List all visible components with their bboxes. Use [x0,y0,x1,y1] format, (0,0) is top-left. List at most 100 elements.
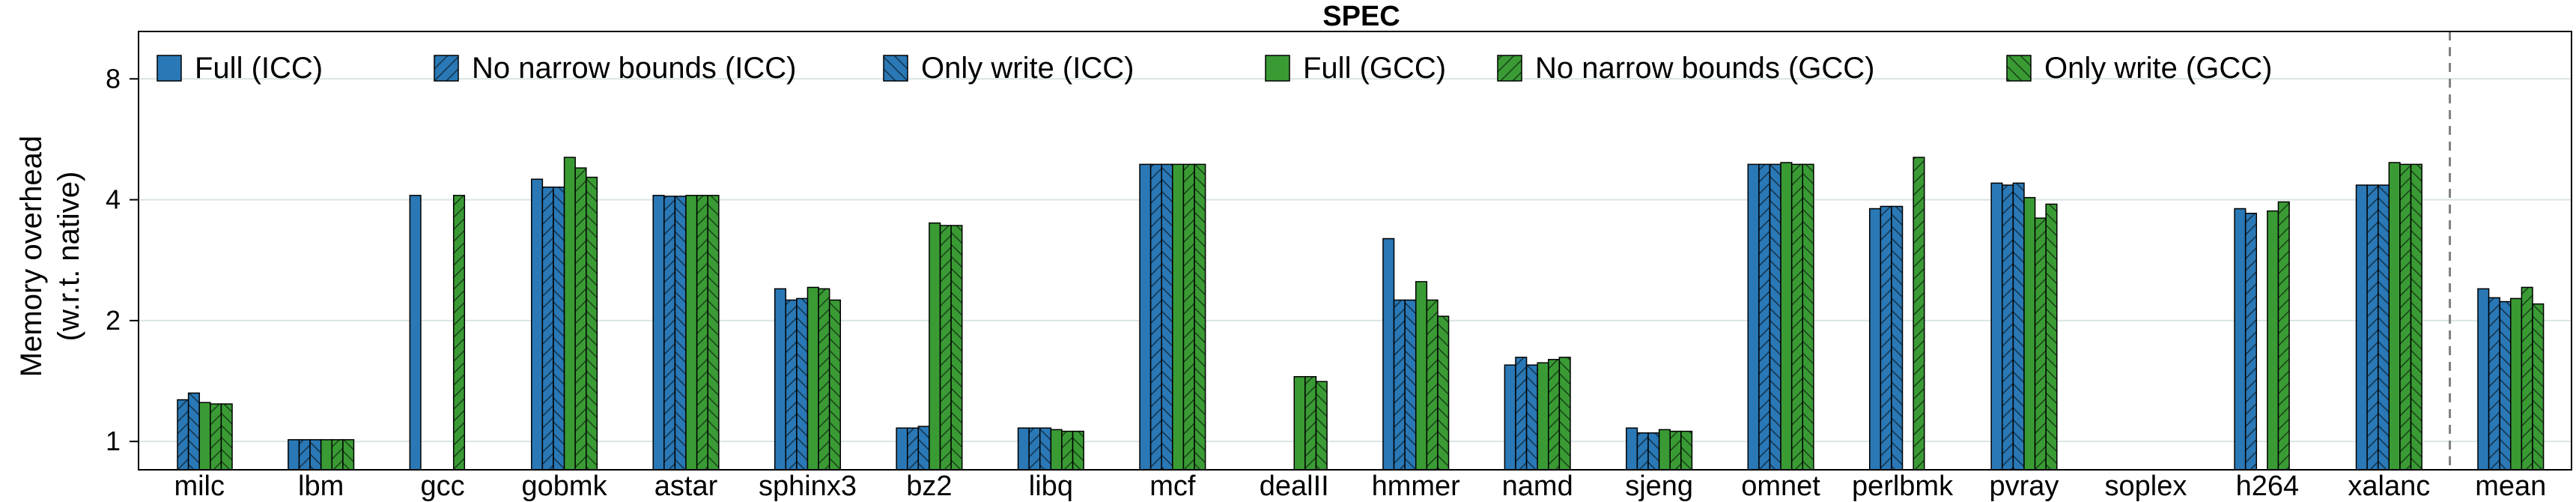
legend-label: Only write (ICC) [921,52,1134,85]
grid-lines [139,78,2572,443]
y-axis-label: Memory overhead (w.r.t. native) [15,136,85,377]
x-axis-labels: milc lbm gcc gobmk astar sphinx3 bz2 libq mcf dea… [174,471,2546,502]
legend: Full (ICC) No narrow bounds (ICC) Only wri… [157,52,2272,85]
x-tick-label: astar [654,471,718,502]
bar-hatch [188,393,200,470]
bar-hatch [1194,164,1206,470]
legend-swatch [1265,55,1290,82]
bar-hatch [177,399,189,470]
legend-swatch [157,55,182,82]
bar-hatch [299,439,311,470]
x-tick-label: perlbmk [1852,471,1954,502]
bar-hatch [951,226,962,470]
bar [1868,208,1882,471]
bars [177,157,2545,471]
bar-hatch [2278,202,2290,470]
bar-hatch [663,196,675,470]
bar-hatch [675,196,687,470]
bar-hatch [1648,432,1659,470]
legend-item: Only write (ICC) [883,52,1134,85]
bar-hatch [1559,357,1570,470]
bar [2355,184,2368,471]
bar-hatch [2046,204,2057,470]
legend-swatch-hatch [884,55,908,81]
x-tick-label: soplex [2105,471,2187,502]
bar [2477,288,2490,471]
bar-hatch [2532,303,2544,470]
bar-hatch [786,300,797,470]
bar [1017,427,1030,471]
x-tick-label: milc [174,471,225,502]
bar [288,439,300,471]
bar [929,222,941,471]
bar-hatch [2035,218,2047,470]
x-tick-label: dealII [1260,471,1329,502]
legend-item: No narrow bounds (GCC) [1497,52,1875,85]
bar-hatch [829,300,841,470]
x-tick-label: h264 [2236,471,2300,502]
bar-hatch [1758,164,1770,470]
bar [1050,429,1063,471]
bar-hatch [1183,164,1195,470]
bar-hatch [2500,301,2511,470]
x-tick-label: gcc [421,471,465,502]
bar-hatch [2399,164,2411,470]
x-tick-label: xalanc [2348,471,2430,502]
bar-hatch [2411,164,2422,470]
x-tick-label: hmmer [1372,471,1461,502]
bar-hatch [907,428,919,470]
bar-hatch [332,439,343,470]
bar [1382,238,1395,471]
bar-hatch [1029,428,1040,470]
bar-hatch [1891,206,1903,470]
x-tick-label: namd [1502,471,1573,502]
bar [1504,364,1516,471]
legend-label: No narrow bounds (ICC) [472,52,797,85]
chart-title: SPEC [1322,1,1400,32]
legend-label: Full (GCC) [1303,52,1446,85]
y-tick-label: 2 [106,305,121,336]
bar-hatch [1802,164,1814,470]
bar-hatch [1791,164,1803,470]
bar-hatch [1670,431,1681,470]
x-tick-label: pvray [1990,471,2059,502]
bar-hatch [708,195,719,470]
y-tick-label: 8 [106,63,121,94]
bar-hatch [696,195,708,470]
legend-item: Only write (GCC) [2006,52,2272,85]
bar-hatch [553,187,565,470]
bar-hatch [1526,365,1538,470]
bar-hatch [1039,428,1051,470]
bar-hatch [796,298,808,470]
bar-hatch [575,168,586,471]
bar [652,195,665,471]
legend-swatch-hatch [1498,55,1522,81]
bar [1537,362,1549,471]
bar [1780,162,1793,471]
y-tick-label: 4 [106,184,121,215]
bar-hatch [1150,164,1162,470]
bar-hatch [1770,164,1781,470]
plot-frame [138,31,2572,471]
bar [1747,163,1760,471]
bar [774,288,787,471]
bar [2510,297,2523,471]
bar [1293,375,1306,471]
bar-hatch [1515,357,1527,470]
bar [685,195,698,471]
bar [531,178,544,471]
legend-label: Full (ICC) [195,52,323,85]
bar-hatch [940,226,952,470]
bar-hatch [1072,431,1084,470]
bar [1139,163,1152,471]
bar-hatch [342,439,354,470]
x-tick-label: mcf [1149,471,1196,502]
legend-item: Full (ICC) [157,52,323,85]
bar-hatch [1548,359,1560,470]
bar [198,402,211,471]
bar-hatch [453,195,465,470]
bar-hatch [1304,376,1316,470]
legend-item: No narrow bounds (ICC) [434,52,797,85]
bar [1990,182,2003,471]
